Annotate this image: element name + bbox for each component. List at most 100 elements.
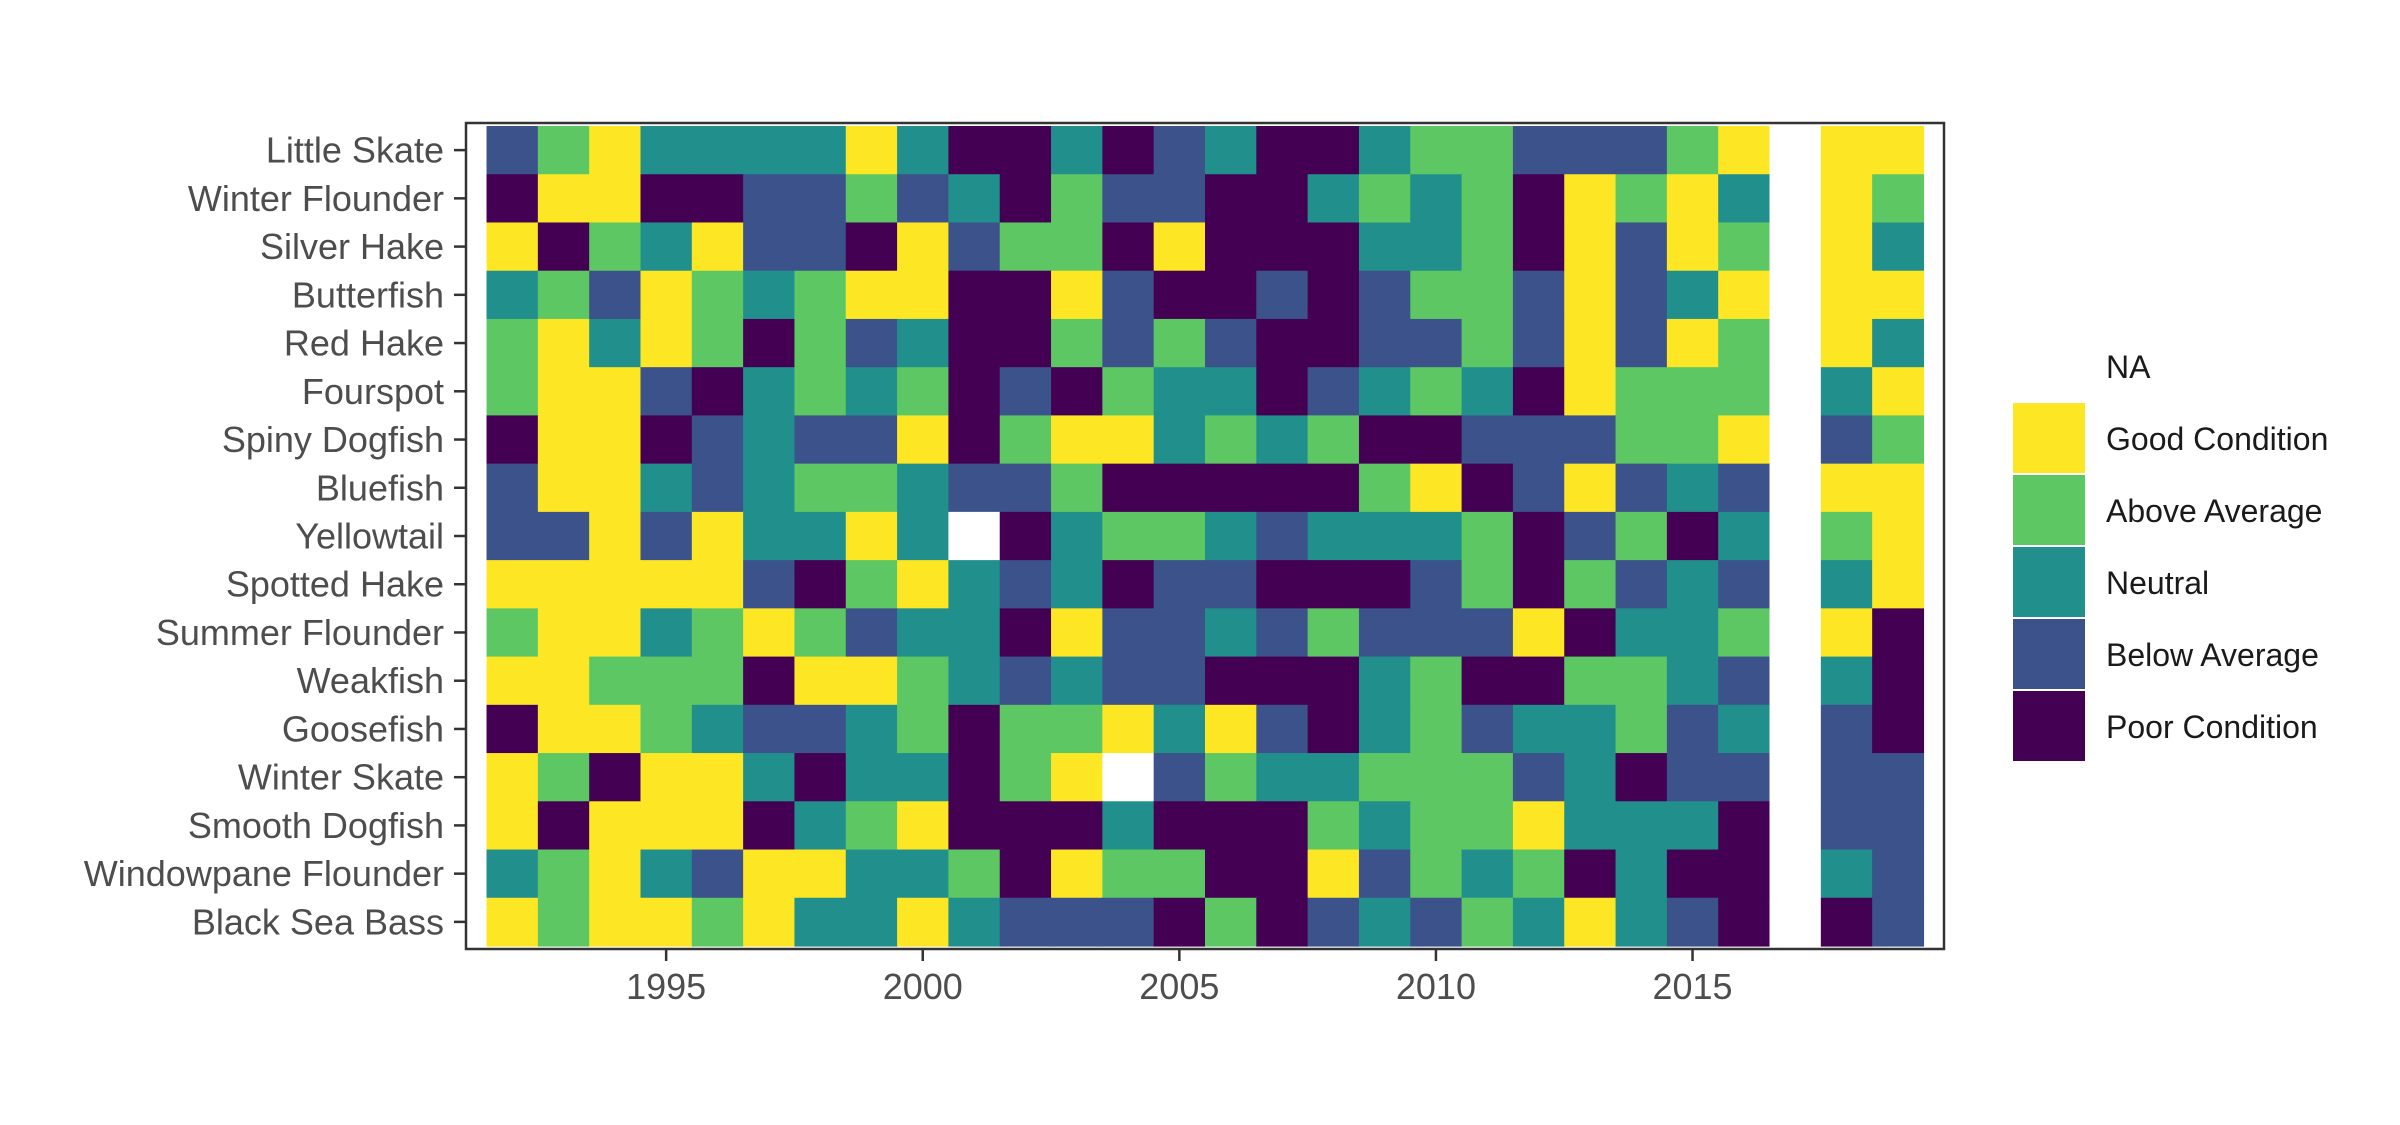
heatmap-cell — [1102, 222, 1155, 272]
heatmap-cell — [1051, 222, 1103, 272]
heatmap-cell — [743, 126, 796, 175]
heatmap-cell — [1718, 560, 1771, 609]
heatmap-cell — [1872, 753, 1925, 802]
heatmap-cell — [1820, 656, 1873, 706]
heatmap-cell — [691, 415, 744, 465]
heatmap-cell — [1769, 126, 1822, 175]
heatmap-cell — [794, 463, 847, 513]
heatmap-cell — [640, 608, 693, 658]
heatmap-cell — [1051, 704, 1103, 754]
heatmap-cell — [999, 560, 1052, 609]
heatmap-cell — [1256, 367, 1309, 417]
heatmap-cell — [1153, 560, 1206, 609]
heatmap-cell — [1307, 126, 1360, 175]
heatmap-cell — [1820, 753, 1873, 802]
heatmap-cell — [999, 801, 1052, 851]
heatmap-cell — [845, 367, 898, 417]
heatmap-cell — [948, 126, 1001, 175]
heatmap-cell — [1666, 704, 1719, 754]
heatmap-cell — [1564, 897, 1617, 947]
heatmap-cell — [1153, 367, 1206, 417]
heatmap-cell — [1564, 753, 1617, 802]
heatmap-cell — [589, 608, 642, 658]
x-axis-labels: 1995 2000 2005 2010 2015 — [626, 949, 1733, 1007]
heatmap-cell — [640, 560, 693, 609]
y-tick-label: Goosefish — [282, 708, 444, 749]
y-tick-label: Weakfish — [297, 660, 444, 701]
heatmap-cell — [691, 704, 744, 754]
legend-label: Good Condition — [2106, 421, 2328, 457]
heatmap-cell — [1512, 463, 1565, 513]
heatmap-cell — [589, 897, 642, 947]
heatmap-cell — [486, 560, 539, 609]
y-tick-label: Winter Skate — [238, 757, 444, 798]
heatmap-cell — [794, 367, 847, 417]
heatmap-cell — [1564, 704, 1617, 754]
heatmap-cell — [1615, 126, 1668, 175]
heatmap-cell — [640, 415, 693, 465]
heatmap-cell — [1820, 222, 1873, 272]
heatmap-cell — [1564, 222, 1617, 272]
heatmap-cell — [486, 367, 539, 417]
heatmap-cell — [1153, 511, 1206, 561]
heatmap-cell — [1872, 222, 1925, 272]
heatmap-cell — [1769, 463, 1822, 513]
y-tick-label: Black Sea Bass — [192, 901, 444, 942]
heatmap-cell — [897, 608, 949, 658]
heatmap-cell — [1872, 126, 1925, 175]
heatmap-cell — [1256, 318, 1309, 368]
heatmap-cell — [1769, 511, 1822, 561]
heatmap-cell — [1461, 897, 1514, 947]
heatmap-cell — [1615, 753, 1668, 802]
heatmap-cell — [1307, 222, 1360, 272]
heatmap-cell — [1153, 270, 1206, 320]
heatmap-cell — [1102, 126, 1155, 175]
heatmap-cell — [897, 704, 949, 754]
heatmap-cell — [1410, 897, 1463, 947]
heatmap-cell — [1461, 318, 1514, 368]
heatmap-cell — [743, 608, 796, 658]
heatmap-cell — [486, 126, 539, 175]
heatmap-cell — [845, 849, 898, 899]
heatmap-cell — [897, 849, 949, 899]
heatmap-cell — [1051, 463, 1103, 513]
heatmap-cell — [1615, 318, 1668, 368]
heatmap-cell — [743, 753, 796, 802]
heatmap-cell — [1307, 753, 1360, 802]
heatmap-cell — [1820, 897, 1873, 947]
heatmap-cell — [1769, 801, 1822, 851]
heatmap-cell — [948, 801, 1001, 851]
heatmap-cell — [845, 318, 898, 368]
heatmap-cell — [1872, 463, 1925, 513]
heatmap-cell — [1307, 463, 1360, 513]
heatmap-cell — [486, 753, 539, 802]
heatmap-cell — [1358, 222, 1411, 272]
heatmap-cell — [1410, 753, 1463, 802]
y-tick-label: Windowpane Flounder — [84, 853, 444, 894]
y-tick-label: Spotted Hake — [226, 564, 444, 605]
heatmap-cell — [1102, 174, 1155, 224]
heatmap-cell — [1872, 608, 1925, 658]
heatmap-cell — [999, 511, 1052, 561]
heatmap-cell — [1102, 367, 1155, 417]
heatmap-cell — [1666, 126, 1719, 175]
heatmap-cell — [691, 367, 744, 417]
heatmap-cell — [537, 849, 590, 899]
heatmap-cell — [948, 511, 1001, 561]
heatmap-cell — [1205, 849, 1257, 899]
heatmap-cell — [589, 415, 642, 465]
heatmap-cell — [1307, 801, 1360, 851]
heatmap-cell — [1051, 174, 1103, 224]
heatmap-cell — [691, 318, 744, 368]
heatmap-cell — [1769, 560, 1822, 609]
heatmap-cell — [845, 126, 898, 175]
heatmap-cell — [794, 270, 847, 320]
heatmap-cell — [1512, 174, 1565, 224]
heatmap-cell — [1307, 511, 1360, 561]
heatmap-cell — [1410, 704, 1463, 754]
heatmap-cell — [1358, 897, 1411, 947]
heatmap-cell — [691, 656, 744, 706]
heatmap-cell — [1153, 656, 1206, 706]
heatmap-cell — [999, 367, 1052, 417]
heatmap-cell — [640, 704, 693, 754]
